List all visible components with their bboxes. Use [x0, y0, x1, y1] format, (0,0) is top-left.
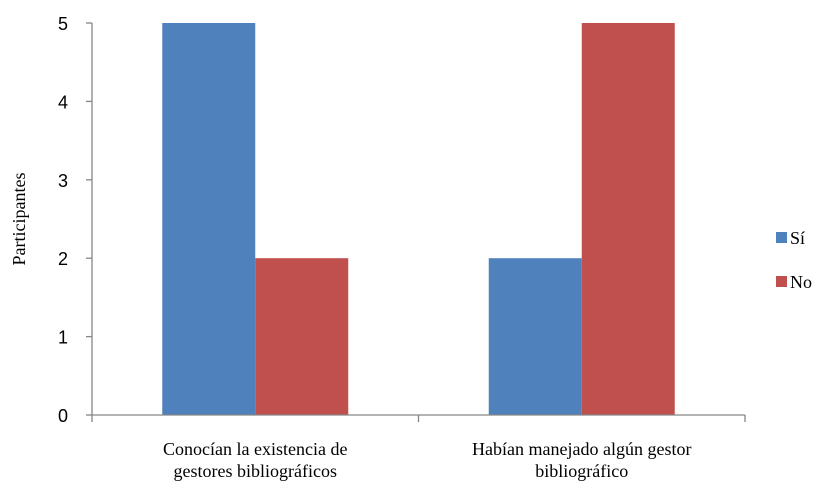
legend-label-si: Sí [790, 228, 805, 248]
x-category-label: Habían manejado algún gestor bibliográfic… [472, 439, 691, 481]
y-tick-label: 0 [58, 406, 68, 426]
y-ticks: 0 1 2 3 4 5 [58, 14, 92, 426]
x-category-label-line: Habían manejado algún gestor [472, 439, 691, 459]
legend: Sí No [776, 228, 812, 292]
x-category-label: Conocían la existencia de gestores biblio… [163, 439, 347, 481]
x-category-label-line: gestores bibliográficos [174, 461, 337, 481]
bar-si-cat-1 [162, 23, 256, 415]
y-tick-label: 5 [58, 14, 68, 34]
legend-swatch-si [776, 232, 787, 243]
bar-no-cat-2 [581, 23, 675, 415]
bar-si-cat-2 [488, 258, 582, 415]
y-tick-label: 1 [58, 328, 68, 348]
y-tick-label: 3 [58, 171, 68, 191]
bars-layer [162, 23, 675, 415]
x-category-label-line: Conocían la existencia de [163, 439, 347, 459]
legend-swatch-no [776, 276, 787, 287]
bar-no-cat-1 [255, 258, 349, 415]
y-tick-label: 2 [58, 249, 68, 269]
y-tick-label: 4 [58, 92, 68, 112]
y-axis-title: Participantes [9, 173, 29, 266]
legend-label-no: No [790, 272, 812, 292]
x-category-label-line: bibliográfico [535, 461, 628, 481]
x-ticks: Conocían la existencia de gestores biblio… [91, 415, 746, 481]
